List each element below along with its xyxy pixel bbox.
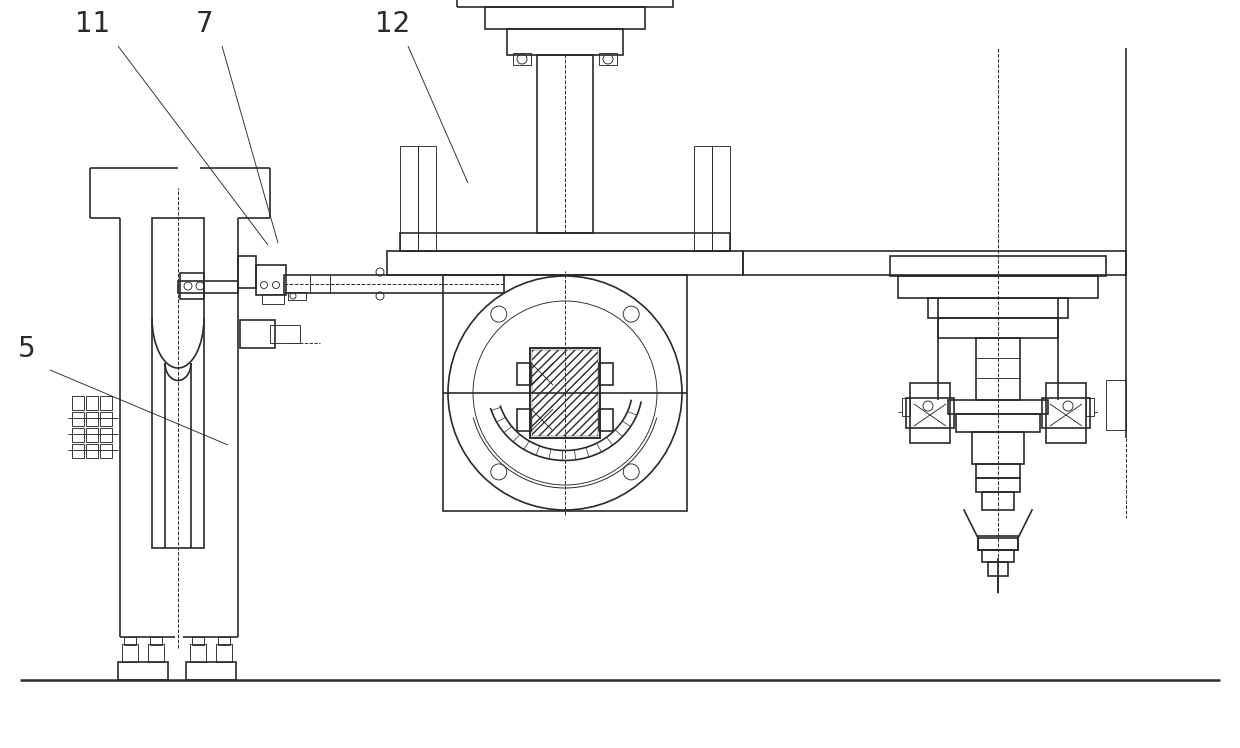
Bar — [529, 348, 600, 438]
Text: 5: 5 — [19, 335, 36, 363]
Bar — [949, 400, 1048, 414]
Bar — [179, 281, 238, 293]
Bar — [241, 320, 275, 348]
Bar — [86, 412, 98, 426]
Bar — [982, 550, 1014, 562]
Bar — [458, 0, 673, 7]
Bar — [180, 273, 205, 299]
Bar — [100, 444, 112, 458]
Bar — [1047, 383, 1086, 443]
Bar — [100, 396, 112, 410]
Bar — [532, 350, 598, 436]
Bar — [262, 294, 284, 304]
Bar — [517, 409, 531, 431]
Bar — [216, 644, 232, 662]
Bar — [485, 7, 645, 29]
Bar — [72, 444, 84, 458]
Bar — [529, 348, 600, 438]
Bar — [712, 146, 730, 251]
Bar — [72, 396, 84, 410]
Bar — [890, 256, 1106, 276]
Bar — [118, 662, 167, 680]
Bar — [124, 637, 136, 645]
Bar — [982, 492, 1014, 510]
Bar — [270, 325, 300, 343]
Bar — [910, 383, 950, 443]
Bar — [937, 318, 1058, 338]
Bar — [901, 398, 910, 416]
Bar — [976, 478, 1021, 492]
Bar — [443, 275, 687, 511]
Bar — [976, 464, 1021, 478]
Bar — [122, 644, 138, 662]
Bar — [1042, 398, 1090, 428]
Bar — [401, 146, 418, 251]
Bar — [86, 396, 98, 410]
Bar — [988, 562, 1008, 576]
Bar — [153, 218, 205, 548]
Bar — [238, 256, 255, 288]
Bar — [401, 233, 730, 251]
Bar — [978, 536, 1018, 550]
Bar — [537, 55, 593, 233]
Bar — [513, 53, 531, 65]
Bar — [72, 412, 84, 426]
Bar — [928, 298, 1068, 318]
Polygon shape — [963, 510, 978, 538]
Bar — [186, 662, 236, 680]
Bar — [86, 428, 98, 442]
Bar — [387, 251, 743, 275]
Bar — [86, 444, 98, 458]
Bar — [507, 29, 622, 55]
Bar — [255, 265, 286, 295]
Bar — [694, 146, 712, 251]
Bar — [100, 428, 112, 442]
Bar — [599, 363, 613, 385]
Bar — [599, 409, 613, 431]
Bar — [956, 414, 1040, 432]
Bar — [1106, 380, 1126, 430]
Bar — [599, 53, 618, 65]
Bar — [743, 251, 1126, 275]
Text: 7: 7 — [196, 10, 213, 38]
Bar — [288, 292, 306, 300]
Bar — [148, 644, 164, 662]
Bar — [517, 363, 531, 385]
Text: 12: 12 — [376, 10, 410, 38]
Bar — [100, 412, 112, 426]
Text: 11: 11 — [76, 10, 110, 38]
Bar — [284, 275, 503, 293]
Bar — [192, 637, 205, 645]
Bar — [150, 637, 162, 645]
Bar — [190, 644, 206, 662]
Bar — [898, 276, 1097, 298]
Bar — [906, 398, 954, 428]
Bar — [978, 538, 1018, 550]
Bar — [418, 146, 436, 251]
Bar — [1086, 398, 1094, 416]
Bar — [972, 432, 1024, 464]
Bar — [218, 637, 229, 645]
Bar — [72, 428, 84, 442]
Bar — [976, 338, 1021, 400]
